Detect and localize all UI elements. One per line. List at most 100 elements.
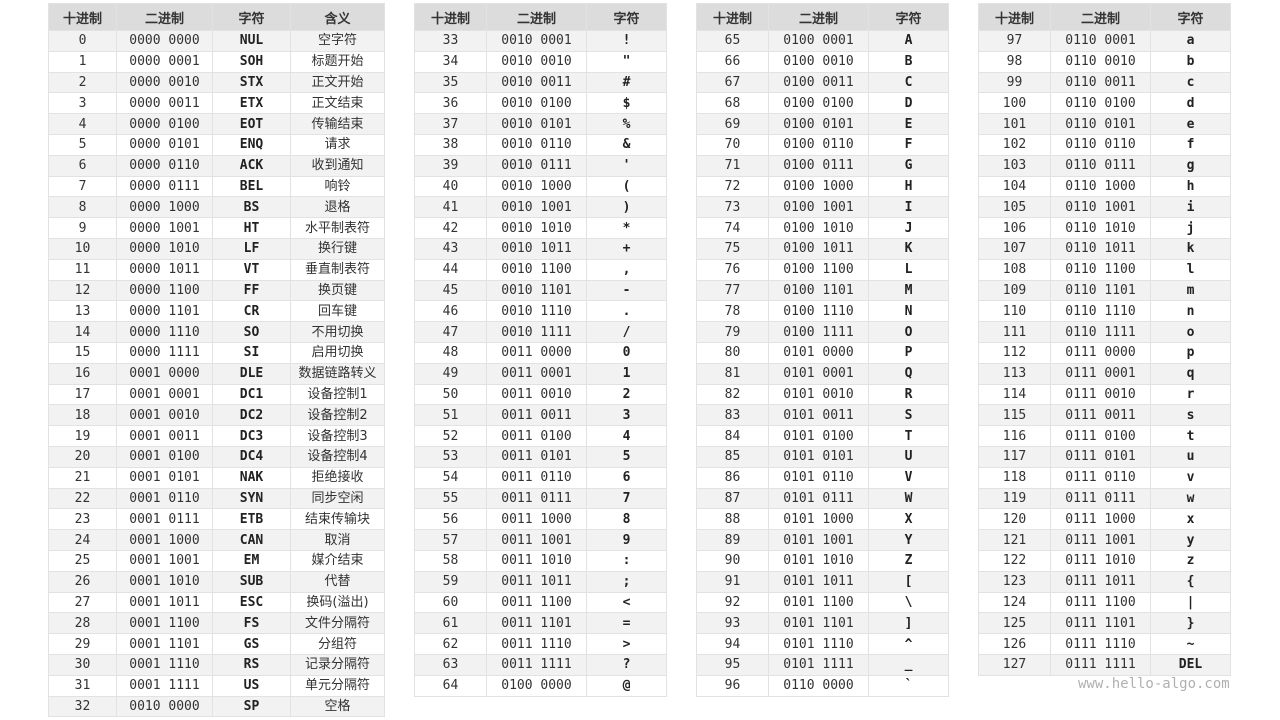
char-cell: g xyxy=(1150,154,1231,177)
char-cell: l xyxy=(1150,258,1231,281)
binary-cell: 0011 0010 xyxy=(486,383,587,406)
decimal-cell: 110 xyxy=(978,300,1051,323)
binary-cell: 0010 1100 xyxy=(486,258,587,281)
table-row: 106 0110 1010 j xyxy=(978,217,1231,239)
table-row: 124 0111 1100 | xyxy=(978,591,1231,614)
decimal-cell: 40 xyxy=(414,175,487,198)
binary-cell: 0011 0100 xyxy=(486,425,587,447)
binary-cell: 0011 1111 xyxy=(486,653,587,676)
table-row: 22 0001 0110 SYN 同步空闲 xyxy=(48,487,385,510)
binary-cell: 0110 1100 xyxy=(1050,258,1151,281)
decimal-cell: 89 xyxy=(696,529,769,551)
table-row: 118 0111 0110 v xyxy=(978,466,1231,489)
binary-cell: 0011 1010 xyxy=(486,549,587,572)
binary-cell: 0110 0000 xyxy=(768,674,869,697)
char-cell: ] xyxy=(868,612,949,635)
decimal-cell: 21 xyxy=(48,466,117,489)
table-row: 26 0001 1010 SUB 代替 xyxy=(48,570,385,593)
meaning-cell: 数据链路转义 xyxy=(290,362,385,385)
binary-cell: 0101 0011 xyxy=(768,404,869,427)
char-cell: 1 xyxy=(586,362,667,385)
binary-cell: 0101 0101 xyxy=(768,445,869,468)
decimal-cell: 24 xyxy=(48,529,117,551)
char-cell: ! xyxy=(586,30,667,52)
char-cell: v xyxy=(1150,466,1231,489)
decimal-cell: 86 xyxy=(696,466,769,489)
table-row: 117 0111 0101 u xyxy=(978,445,1231,468)
table-row: 109 0110 1101 m xyxy=(978,279,1231,302)
char-cell: GS xyxy=(212,633,291,655)
char-cell: z xyxy=(1150,549,1231,572)
binary-cell: 0000 1000 xyxy=(116,196,213,219)
binary-cell: 0001 1011 xyxy=(116,591,213,614)
binary-cell: 0111 0000 xyxy=(1050,341,1151,364)
binary-cell: 0101 1100 xyxy=(768,591,869,614)
char-cell: + xyxy=(586,237,667,260)
char-cell: 4 xyxy=(586,425,667,447)
binary-cell: 0100 0000 xyxy=(486,674,587,697)
char-cell: A xyxy=(868,30,949,52)
table-row: 76 0100 1100 L xyxy=(696,258,949,281)
binary-cell: 0100 1001 xyxy=(768,196,869,219)
char-cell: - xyxy=(586,279,667,302)
decimal-cell: 65 xyxy=(696,30,769,52)
char-cell: 0 xyxy=(586,341,667,364)
char-cell: V xyxy=(868,466,949,489)
decimal-cell: 126 xyxy=(978,633,1051,655)
decimal-cell: 97 xyxy=(978,30,1051,52)
table-row: 81 0101 0001 Q xyxy=(696,362,949,385)
char-cell: BEL xyxy=(212,175,291,198)
table-row: 19 0001 0011 DC3 设备控制3 xyxy=(48,425,385,447)
binary-cell: 0010 0110 xyxy=(486,133,587,156)
binary-cell: 0100 0110 xyxy=(768,133,869,156)
table-row: 97 0110 0001 a xyxy=(978,30,1231,52)
char-cell: DC1 xyxy=(212,383,291,406)
table-row: 2 0000 0010 STX 正文开始 xyxy=(48,71,385,94)
decimal-cell: 119 xyxy=(978,487,1051,510)
decimal-cell: 57 xyxy=(414,529,487,551)
decimal-cell: 41 xyxy=(414,196,487,219)
char-cell: D xyxy=(868,92,949,115)
table-row: 25 0001 1001 EM 媒介结束 xyxy=(48,549,385,572)
decimal-cell: 112 xyxy=(978,341,1051,364)
char-cell: ETB xyxy=(212,508,291,531)
decimal-cell: 16 xyxy=(48,362,117,385)
char-cell: ENQ xyxy=(212,133,291,156)
char-cell: US xyxy=(212,674,291,697)
char-cell: p xyxy=(1150,341,1231,364)
char-cell: SYN xyxy=(212,487,291,510)
table-row: 80 0101 0000 P xyxy=(696,341,949,364)
char-cell: VT xyxy=(212,258,291,281)
decimal-cell: 53 xyxy=(414,445,487,468)
ascii-table-2: 十进制 二进制 字符 33 0010 0001! 34 0010 0010 " 35 001… xyxy=(414,3,667,697)
decimal-cell: 106 xyxy=(978,217,1051,239)
decimal-cell: 87 xyxy=(696,487,769,510)
decimal-cell: 35 xyxy=(414,71,487,94)
binary-cell: 0000 0101 xyxy=(116,133,213,156)
binary-cell: 0011 1011 xyxy=(486,570,587,593)
binary-cell: 0000 1111 xyxy=(116,341,213,364)
binary-cell: 0101 0100 xyxy=(768,425,869,447)
table-row: 115 0111 0011 s xyxy=(978,404,1231,427)
decimal-cell: 88 xyxy=(696,508,769,531)
char-cell: " xyxy=(586,50,667,73)
char-cell: y xyxy=(1150,529,1231,551)
char-cell: SI xyxy=(212,341,291,364)
binary-cell: 0010 0000 xyxy=(116,695,213,718)
table-row: 60 0011 1100 < xyxy=(414,591,667,614)
table-row: 4 0000 0100 EOT 传输结束 xyxy=(48,113,385,135)
meaning-cell: 换行键 xyxy=(290,237,385,260)
binary-cell: 0110 1001 xyxy=(1050,196,1151,219)
table-row: 87 0101 0111 W xyxy=(696,487,949,510)
decimal-cell: 125 xyxy=(978,612,1051,635)
char-cell: [ xyxy=(868,570,949,593)
char-cell: R xyxy=(868,383,949,406)
decimal-cell: 11 xyxy=(48,258,117,281)
char-cell: q xyxy=(1150,362,1231,385)
decimal-cell: 52 xyxy=(414,425,487,447)
binary-cell: 0000 0100 xyxy=(116,113,213,135)
header-decimal: 十进制 xyxy=(48,3,117,31)
char-cell: ? xyxy=(586,653,667,676)
decimal-cell: 64 xyxy=(414,674,487,697)
meaning-cell: 媒介结束 xyxy=(290,549,385,572)
